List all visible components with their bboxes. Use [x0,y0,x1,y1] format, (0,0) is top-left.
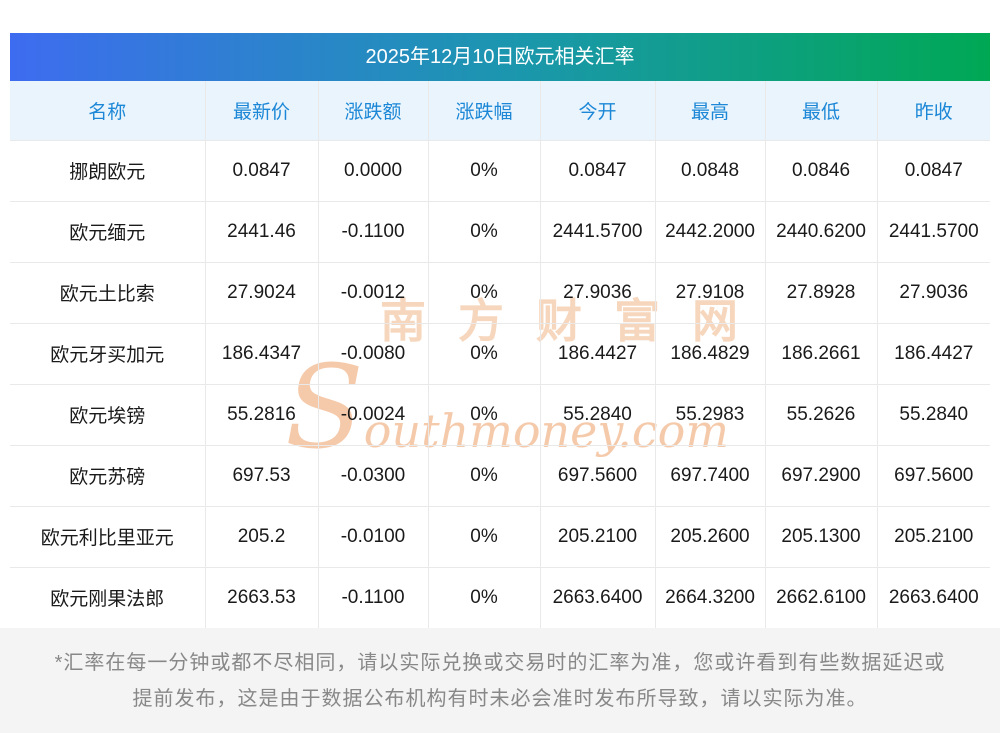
change-percent: 0% [428,322,541,384]
latest-price: 697.53 [205,444,319,506]
low-price: 0.0846 [765,139,878,201]
change-amount: -0.0300 [318,444,429,506]
open-price: 186.4427 [540,322,656,384]
latest-price: 55.2816 [205,383,319,445]
low-price: 2662.6100 [765,566,878,628]
change-percent: 0% [428,139,541,201]
high-price: 0.0848 [655,139,766,201]
latest-price: 0.0847 [205,139,319,201]
change-percent: 0% [428,444,541,506]
open-price: 2663.6400 [540,566,656,628]
col-header-latest: 最新价 [205,81,319,140]
open-price: 0.0847 [540,139,656,201]
table-row: 欧元土比索 27.9024 -0.0012 0% 27.9036 27.9108… [10,261,990,323]
change-amount: -0.0080 [318,322,429,384]
open-price: 205.2100 [540,505,656,567]
currency-pair-name: 欧元利比里亚元 [10,505,206,567]
table-row: 欧元苏磅 697.53 -0.0300 0% 697.5600 697.7400… [10,444,990,506]
prev-close: 186.4427 [877,322,990,384]
footnote-text: *汇率在每一分钟或都不尽相同，请以实际兑换或交易时的汇率为准，您或许看到有些数据… [54,651,946,710]
page-title-text: 2025年12月10日欧元相关汇率 [365,46,635,68]
prev-close: 2663.6400 [877,566,990,628]
high-price: 697.7400 [655,444,766,506]
change-amount: -0.1100 [318,200,429,262]
header-row: 名称 最新价 涨跌额 涨跌幅 今开 最高 最低 昨收 [10,81,990,140]
change-amount: -0.1100 [318,566,429,628]
open-price: 2441.5700 [540,200,656,262]
change-amount: 0.0000 [318,139,429,201]
col-header-change-pct: 涨跌幅 [428,81,541,140]
open-price: 27.9036 [540,261,656,323]
high-price: 2664.3200 [655,566,766,628]
high-price: 205.2600 [655,505,766,567]
table-row: 欧元牙买加元 186.4347 -0.0080 0% 186.4427 186.… [10,322,990,384]
currency-pair-name: 欧元刚果法郎 [10,566,206,628]
latest-price: 186.4347 [205,322,319,384]
low-price: 205.1300 [765,505,878,567]
prev-close: 27.9036 [877,261,990,323]
currency-pair-name: 欧元牙买加元 [10,322,206,384]
low-price: 697.2900 [765,444,878,506]
change-amount: -0.0024 [318,383,429,445]
latest-price: 27.9024 [205,261,319,323]
low-price: 27.8928 [765,261,878,323]
open-price: 697.5600 [540,444,656,506]
table-row: 欧元埃镑 55.2816 -0.0024 0% 55.2840 55.2983 … [10,383,990,445]
currency-pair-name: 欧元苏磅 [10,444,206,506]
exchange-rate-table: 名称 最新价 涨跌额 涨跌幅 今开 最高 最低 昨收 挪朗欧元 0.0847 0… [10,81,990,628]
high-price: 27.9108 [655,261,766,323]
low-price: 2440.6200 [765,200,878,262]
latest-price: 205.2 [205,505,319,567]
col-header-change: 涨跌额 [318,81,429,140]
col-header-high: 最高 [655,81,766,140]
col-header-low: 最低 [765,81,878,140]
open-price: 55.2840 [540,383,656,445]
table-row: 欧元缅元 2441.46 -0.1100 0% 2441.5700 2442.2… [10,200,990,262]
currency-pair-name: 欧元土比索 [10,261,206,323]
change-percent: 0% [428,200,541,262]
prev-close: 2441.5700 [877,200,990,262]
latest-price: 2663.53 [205,566,319,628]
change-amount: -0.0100 [318,505,429,567]
table-row: 欧元利比里亚元 205.2 -0.0100 0% 205.2100 205.26… [10,505,990,567]
table-row: 欧元刚果法郎 2663.53 -0.1100 0% 2663.6400 2664… [10,566,990,628]
high-price: 186.4829 [655,322,766,384]
rate-table-body: 挪朗欧元 0.0847 0.0000 0% 0.0847 0.0848 0.08… [10,139,990,628]
change-percent: 0% [428,261,541,323]
latest-price: 2441.46 [205,200,319,262]
change-percent: 0% [428,505,541,567]
page-title: 2025年12月10日欧元相关汇率 [10,33,990,81]
low-price: 186.2661 [765,322,878,384]
prev-close: 205.2100 [877,505,990,567]
prev-close: 697.5600 [877,444,990,506]
high-price: 55.2983 [655,383,766,445]
table-row: 挪朗欧元 0.0847 0.0000 0% 0.0847 0.0848 0.08… [10,139,990,201]
footnote-band: *汇率在每一分钟或都不尽相同，请以实际兑换或交易时的汇率为准，您或许看到有些数据… [0,628,1000,733]
col-header-open: 今开 [540,81,656,140]
prev-close: 0.0847 [877,139,990,201]
low-price: 55.2626 [765,383,878,445]
col-header-prev-close: 昨收 [877,81,990,140]
currency-pair-name: 欧元缅元 [10,200,206,262]
currency-pair-name: 挪朗欧元 [10,139,206,201]
change-amount: -0.0012 [318,261,429,323]
high-price: 2442.2000 [655,200,766,262]
currency-pair-name: 欧元埃镑 [10,383,206,445]
col-header-name: 名称 [10,81,206,140]
change-percent: 0% [428,383,541,445]
prev-close: 55.2840 [877,383,990,445]
change-percent: 0% [428,566,541,628]
